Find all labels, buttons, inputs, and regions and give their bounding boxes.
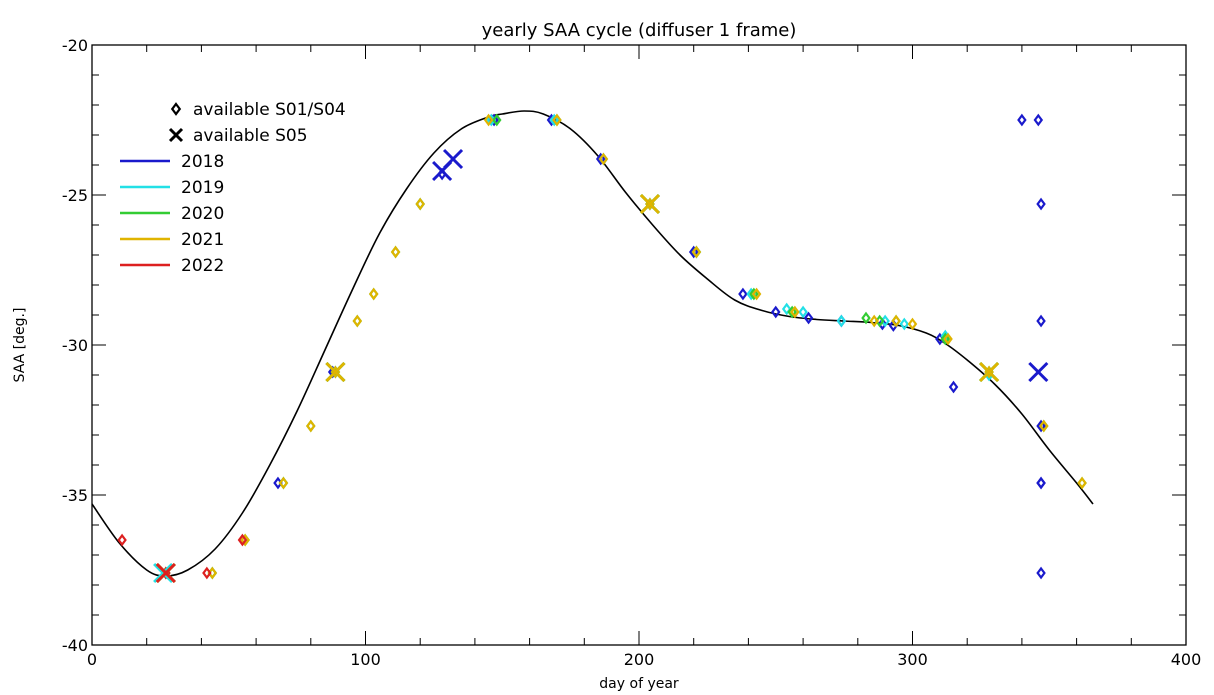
cross-point-2021 bbox=[639, 193, 661, 215]
legend-label: available S05 bbox=[193, 126, 308, 146]
legend-label: 2020 bbox=[181, 204, 224, 224]
diamond-point-2021 bbox=[751, 287, 762, 301]
diamond-point-2021 bbox=[483, 113, 494, 127]
diamond-point-2018 bbox=[771, 305, 781, 319]
diamond-point-2018 bbox=[1036, 566, 1046, 580]
diamond-point-2021 bbox=[691, 245, 702, 259]
diamond-point-2018 bbox=[877, 317, 888, 331]
cross-point-2021 bbox=[325, 361, 346, 383]
legend-cross-icon bbox=[168, 127, 184, 143]
diamond-point-2021 bbox=[907, 317, 918, 331]
x-axis-label: day of year bbox=[599, 676, 679, 692]
legend-label: available S01/S04 bbox=[193, 100, 346, 120]
diamond-point-2021 bbox=[352, 314, 363, 328]
diamond-point-2021 bbox=[1077, 476, 1087, 490]
legend-label: 2021 bbox=[181, 230, 224, 250]
x-tick-label: 100 bbox=[350, 650, 381, 669]
cross-point-2018 bbox=[442, 148, 464, 170]
cross-point-2019 bbox=[153, 562, 174, 584]
diamond-point-2021 bbox=[278, 476, 289, 490]
diamond-point-2019 bbox=[899, 317, 910, 331]
diamond-point-2019 bbox=[798, 305, 808, 319]
y-tick-label: -35 bbox=[62, 486, 88, 505]
diamond-point-2021 bbox=[552, 113, 562, 127]
diamond-point-2018 bbox=[1036, 476, 1046, 490]
diamond-point-2018 bbox=[595, 152, 606, 166]
diamond-point-2021 bbox=[390, 245, 401, 259]
diamond-point-2019 bbox=[836, 314, 847, 328]
y-tick-label: -40 bbox=[62, 636, 88, 655]
legend-label: 2022 bbox=[181, 256, 224, 276]
cross-point-2021 bbox=[979, 361, 1000, 383]
tick-labels: 0 100 200 300 400 -20 -25 -30 -35 -40 bbox=[62, 36, 1201, 669]
diamond-point-2018 bbox=[1017, 113, 1027, 127]
y-tick-label: -25 bbox=[62, 186, 88, 205]
x-tick-label: 0 bbox=[87, 650, 97, 669]
diamond-point-2022 bbox=[237, 533, 248, 547]
legend: available S01/S04 available S05 2018 2019 20… bbox=[120, 100, 346, 276]
diamond-point-2021 bbox=[306, 419, 316, 433]
diamond-point-2020 bbox=[787, 305, 797, 319]
legend-label: 2019 bbox=[181, 178, 224, 198]
saa-curve bbox=[91, 110, 1094, 577]
diamond-point-2019 bbox=[549, 113, 559, 127]
diamond-point-2018 bbox=[1036, 419, 1046, 433]
diamond-point-2021 bbox=[891, 314, 901, 328]
diamond-point-2018 bbox=[948, 380, 959, 394]
diamond-point-2022 bbox=[202, 566, 212, 580]
chart-title: yearly SAA cycle (diffuser 1 frame) bbox=[482, 20, 797, 41]
legend-label: 2018 bbox=[181, 152, 224, 172]
diamond-point-2022 bbox=[117, 533, 127, 547]
diamond-point-2021 bbox=[1039, 419, 1049, 433]
diamond-point-2021 bbox=[415, 197, 425, 211]
diamond-point-2020 bbox=[492, 113, 502, 127]
axis-ticks bbox=[91, 44, 1187, 646]
diamond-point-2021 bbox=[368, 287, 379, 301]
diamond-point-2021 bbox=[598, 152, 609, 166]
diamond-point-2018 bbox=[688, 245, 699, 259]
diamond-point-2021 bbox=[869, 314, 879, 328]
diamond-point-2021 bbox=[790, 305, 800, 319]
diamond-point-2018 bbox=[738, 287, 748, 301]
diamond-point-2020 bbox=[749, 287, 759, 301]
diamond-point-2020 bbox=[940, 332, 951, 346]
diamond-point-2019 bbox=[781, 302, 792, 316]
diamond-point-2020 bbox=[861, 311, 871, 325]
x-tick-label: 200 bbox=[624, 650, 655, 669]
diamond-point-2018 bbox=[803, 311, 814, 325]
y-tick-label: -30 bbox=[62, 336, 88, 355]
y-tick-label: -20 bbox=[62, 36, 88, 55]
diamond-point-2018 bbox=[1036, 197, 1046, 211]
x-tick-label: 300 bbox=[897, 650, 928, 669]
cross-point-2018 bbox=[1028, 361, 1049, 383]
x-tick-label: 400 bbox=[1171, 650, 1202, 669]
cross-point-2022 bbox=[155, 562, 176, 584]
y-axis-label: SAA [deg.] bbox=[12, 308, 28, 383]
diamond-point-2021 bbox=[240, 533, 250, 547]
legend-diamond-icon bbox=[170, 102, 182, 116]
data-markers bbox=[117, 113, 1087, 584]
diamond-point-2021 bbox=[943, 332, 953, 346]
diamond-point-2018 bbox=[1036, 314, 1046, 328]
diamond-point-2018 bbox=[1033, 113, 1044, 127]
